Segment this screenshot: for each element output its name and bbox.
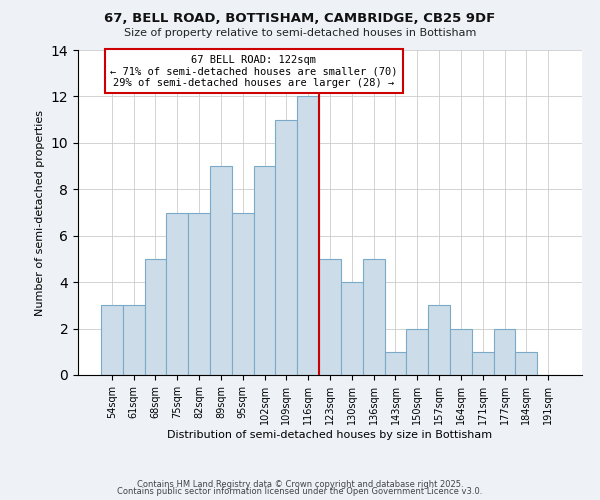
Bar — [450, 328, 472, 375]
Text: 67 BELL ROAD: 122sqm
← 71% of semi-detached houses are smaller (70)
29% of semi-: 67 BELL ROAD: 122sqm ← 71% of semi-detac… — [110, 54, 397, 88]
Text: Contains public sector information licensed under the Open Government Licence v3: Contains public sector information licen… — [118, 488, 482, 496]
Bar — [428, 306, 450, 375]
Bar — [319, 259, 341, 375]
Bar — [254, 166, 275, 375]
Bar — [406, 328, 428, 375]
Bar — [188, 212, 210, 375]
Bar — [363, 259, 385, 375]
Text: Contains HM Land Registry data © Crown copyright and database right 2025.: Contains HM Land Registry data © Crown c… — [137, 480, 463, 489]
Bar — [123, 306, 145, 375]
Bar — [232, 212, 254, 375]
Text: Size of property relative to semi-detached houses in Bottisham: Size of property relative to semi-detach… — [124, 28, 476, 38]
Bar — [472, 352, 494, 375]
Bar — [101, 306, 123, 375]
Bar — [385, 352, 406, 375]
Bar — [166, 212, 188, 375]
Text: 67, BELL ROAD, BOTTISHAM, CAMBRIDGE, CB25 9DF: 67, BELL ROAD, BOTTISHAM, CAMBRIDGE, CB2… — [104, 12, 496, 26]
Bar — [494, 328, 515, 375]
Bar — [210, 166, 232, 375]
Bar — [297, 96, 319, 375]
Bar — [275, 120, 297, 375]
Bar — [515, 352, 537, 375]
Y-axis label: Number of semi-detached properties: Number of semi-detached properties — [35, 110, 45, 316]
Bar — [145, 259, 166, 375]
Bar — [341, 282, 363, 375]
X-axis label: Distribution of semi-detached houses by size in Bottisham: Distribution of semi-detached houses by … — [167, 430, 493, 440]
